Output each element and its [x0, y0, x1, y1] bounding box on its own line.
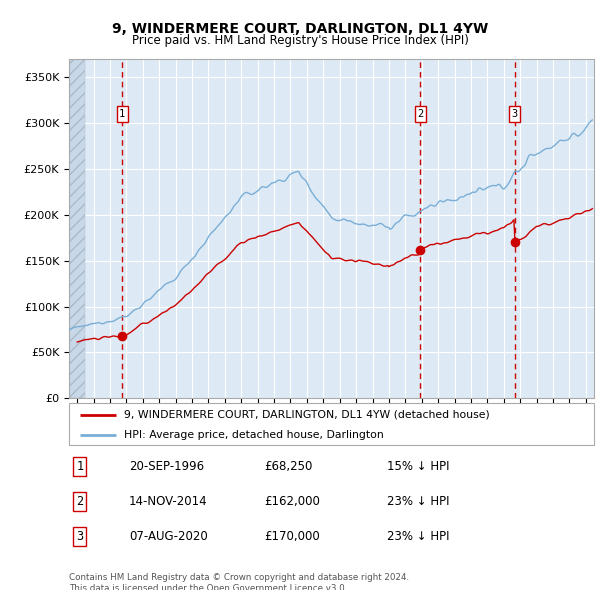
Text: 07-AUG-2020: 07-AUG-2020: [129, 530, 208, 543]
Text: HPI: Average price, detached house, Darlington: HPI: Average price, detached house, Darl…: [124, 430, 384, 440]
Bar: [69, 59, 85, 398]
Text: 1: 1: [119, 109, 125, 119]
Text: Price paid vs. HM Land Registry's House Price Index (HPI): Price paid vs. HM Land Registry's House …: [131, 34, 469, 47]
Text: 14-NOV-2014: 14-NOV-2014: [129, 495, 208, 508]
Text: 1: 1: [76, 460, 83, 473]
Text: £68,250: £68,250: [264, 460, 313, 473]
Text: 9, WINDERMERE COURT, DARLINGTON, DL1 4YW: 9, WINDERMERE COURT, DARLINGTON, DL1 4YW: [112, 22, 488, 37]
Text: 20-SEP-1996: 20-SEP-1996: [129, 460, 204, 473]
FancyBboxPatch shape: [69, 403, 594, 445]
Text: £162,000: £162,000: [264, 495, 320, 508]
Text: 2: 2: [76, 495, 83, 508]
Text: Contains HM Land Registry data © Crown copyright and database right 2024.
This d: Contains HM Land Registry data © Crown c…: [69, 573, 409, 590]
Text: 9, WINDERMERE COURT, DARLINGTON, DL1 4YW (detached house): 9, WINDERMERE COURT, DARLINGTON, DL1 4YW…: [124, 410, 490, 420]
Text: 2: 2: [417, 109, 424, 119]
Text: 23% ↓ HPI: 23% ↓ HPI: [387, 530, 449, 543]
Text: 15% ↓ HPI: 15% ↓ HPI: [387, 460, 449, 473]
Text: £170,000: £170,000: [264, 530, 320, 543]
Text: 23% ↓ HPI: 23% ↓ HPI: [387, 495, 449, 508]
Text: 3: 3: [76, 530, 83, 543]
Text: 3: 3: [512, 109, 518, 119]
